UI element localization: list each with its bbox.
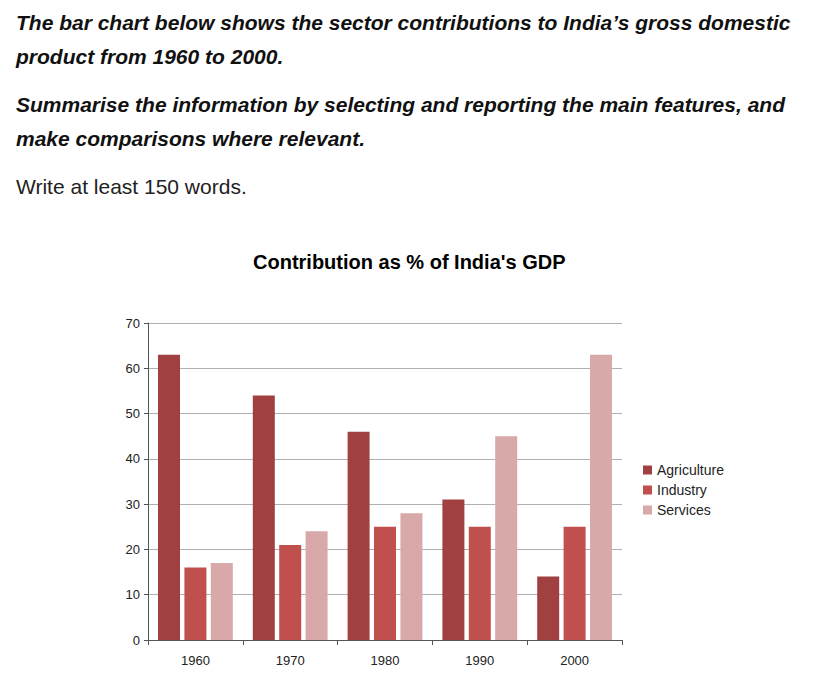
svg-text:50: 50 <box>126 406 140 421</box>
svg-text:2000: 2000 <box>560 653 589 668</box>
svg-text:Agriculture: Agriculture <box>657 462 724 478</box>
svg-text:40: 40 <box>126 451 140 466</box>
svg-text:1960: 1960 <box>181 653 210 668</box>
svg-text:1970: 1970 <box>276 653 305 668</box>
svg-text:0: 0 <box>133 633 140 648</box>
svg-text:Services: Services <box>657 502 711 518</box>
svg-text:Contribution as % of India's G: Contribution as % of India's GDP <box>253 251 566 273</box>
html-text:The bar chart below shows the: The bar chart below shows the sector con… <box>16 11 791 68</box>
svg-text:20: 20 <box>126 542 140 557</box>
svg-text:10: 10 <box>126 587 140 602</box>
html-text:Write at least 150 words.: Write at least 150 words. <box>16 175 247 198</box>
html-text:Summarise the information by s: Summarise the information by selecting a… <box>16 93 785 150</box>
svg-text:70: 70 <box>126 316 140 331</box>
svg-text:1990: 1990 <box>465 653 494 668</box>
svg-text:1980: 1980 <box>371 653 400 668</box>
svg-text:30: 30 <box>126 497 140 512</box>
svg-text:Industry: Industry <box>657 482 707 498</box>
svg-text:60: 60 <box>126 361 140 376</box>
